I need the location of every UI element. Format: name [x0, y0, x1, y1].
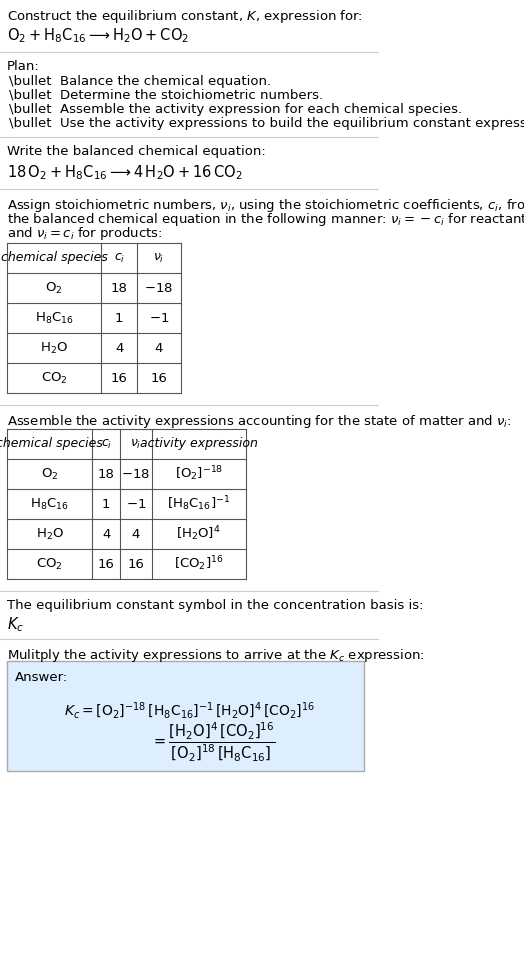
- Text: \bullet  Balance the chemical equation.: \bullet Balance the chemical equation.: [9, 75, 271, 88]
- Text: $[\mathrm{CO_2}]^{16}$: $[\mathrm{CO_2}]^{16}$: [174, 555, 224, 573]
- Text: 18: 18: [111, 281, 128, 295]
- Text: $\mathrm{O_2}$: $\mathrm{O_2}$: [41, 466, 59, 482]
- Text: $18\,\mathrm{O_2 + H_8C_{16} \longrightarrow 4\,H_2O + 16\,CO_2}$: $18\,\mathrm{O_2 + H_8C_{16} \longrighta…: [7, 163, 243, 182]
- Text: Plan:: Plan:: [7, 60, 40, 73]
- Text: $[\mathrm{H_8C_{16}}]^{-1}$: $[\mathrm{H_8C_{16}}]^{-1}$: [167, 495, 230, 513]
- Text: and $\nu_i = c_i$ for products:: and $\nu_i = c_i$ for products:: [7, 225, 163, 242]
- Text: $\mathrm{H_2O}$: $\mathrm{H_2O}$: [36, 527, 64, 541]
- Text: 4: 4: [132, 528, 140, 540]
- Text: The equilibrium constant symbol in the concentration basis is:: The equilibrium constant symbol in the c…: [7, 599, 424, 612]
- Text: 1: 1: [102, 498, 111, 510]
- Text: $\mathrm{H_2O}$: $\mathrm{H_2O}$: [40, 341, 68, 355]
- Text: $= \dfrac{[\mathrm{H_2O}]^{4}\,[\mathrm{CO_2}]^{16}}{[\mathrm{O_2}]^{18}\,[\math: $= \dfrac{[\mathrm{H_2O}]^{4}\,[\mathrm{…: [151, 721, 275, 765]
- Text: the balanced chemical equation in the following manner: $\nu_i = -c_i$ for react: the balanced chemical equation in the fo…: [7, 211, 524, 228]
- Text: $\nu_i$: $\nu_i$: [153, 251, 165, 265]
- Text: \bullet  Assemble the activity expression for each chemical species.: \bullet Assemble the activity expression…: [9, 103, 462, 116]
- Text: 4: 4: [155, 342, 163, 354]
- Text: $\mathrm{CO_2}$: $\mathrm{CO_2}$: [37, 557, 63, 572]
- Text: Assemble the activity expressions accounting for the state of matter and $\nu_i$: Assemble the activity expressions accoun…: [7, 413, 512, 430]
- Text: 16: 16: [127, 558, 144, 570]
- Text: $\mathrm{O_2}$: $\mathrm{O_2}$: [46, 280, 63, 296]
- Text: Answer:: Answer:: [15, 671, 68, 684]
- Text: chemical species: chemical species: [1, 251, 107, 265]
- Text: $[\mathrm{O_2}]^{-18}$: $[\mathrm{O_2}]^{-18}$: [174, 465, 223, 483]
- Text: 18: 18: [98, 467, 115, 481]
- Text: $-18$: $-18$: [145, 281, 173, 295]
- Text: 4: 4: [115, 342, 123, 354]
- Text: $-1$: $-1$: [149, 311, 169, 325]
- Text: \bullet  Determine the stoichiometric numbers.: \bullet Determine the stoichiometric num…: [9, 89, 323, 102]
- Text: 16: 16: [98, 558, 115, 570]
- Text: $c_i$: $c_i$: [114, 251, 125, 265]
- Text: chemical species: chemical species: [0, 437, 103, 451]
- Text: $[\mathrm{H_2O}]^{4}$: $[\mathrm{H_2O}]^{4}$: [177, 525, 221, 543]
- Text: activity expression: activity expression: [140, 437, 258, 451]
- Text: $\nu_i$: $\nu_i$: [130, 437, 141, 451]
- Text: Mulitply the activity expressions to arrive at the $K_c$ expression:: Mulitply the activity expressions to arr…: [7, 647, 425, 664]
- FancyBboxPatch shape: [7, 661, 364, 771]
- Text: Assign stoichiometric numbers, $\nu_i$, using the stoichiometric coefficients, $: Assign stoichiometric numbers, $\nu_i$, …: [7, 197, 524, 214]
- Text: 16: 16: [111, 372, 128, 384]
- Text: Construct the equilibrium constant, $K$, expression for:: Construct the equilibrium constant, $K$,…: [7, 8, 363, 25]
- Text: $-18$: $-18$: [121, 467, 150, 481]
- Text: \bullet  Use the activity expressions to build the equilibrium constant expressi: \bullet Use the activity expressions to …: [9, 117, 524, 130]
- Text: $c_i$: $c_i$: [101, 437, 112, 451]
- Text: Write the balanced chemical equation:: Write the balanced chemical equation:: [7, 145, 266, 158]
- Text: $-1$: $-1$: [126, 498, 146, 510]
- Text: 4: 4: [102, 528, 111, 540]
- Text: 16: 16: [150, 372, 167, 384]
- Text: $K_c = [\mathrm{O_2}]^{-18}\,[\mathrm{H_8C_{16}}]^{-1}\,[\mathrm{H_2O}]^{4}\,[\m: $K_c = [\mathrm{O_2}]^{-18}\,[\mathrm{H_…: [64, 701, 315, 721]
- Text: $\mathrm{CO_2}$: $\mathrm{CO_2}$: [41, 371, 68, 385]
- Text: $\mathrm{H_8C_{16}}$: $\mathrm{H_8C_{16}}$: [35, 310, 73, 325]
- Text: $K_c$: $K_c$: [7, 615, 24, 634]
- Text: $\mathrm{O_2 + H_8C_{16} \longrightarrow H_2O + CO_2}$: $\mathrm{O_2 + H_8C_{16} \longrightarrow…: [7, 26, 189, 44]
- Text: $\mathrm{H_8C_{16}}$: $\mathrm{H_8C_{16}}$: [30, 497, 69, 511]
- Text: 1: 1: [115, 311, 124, 325]
